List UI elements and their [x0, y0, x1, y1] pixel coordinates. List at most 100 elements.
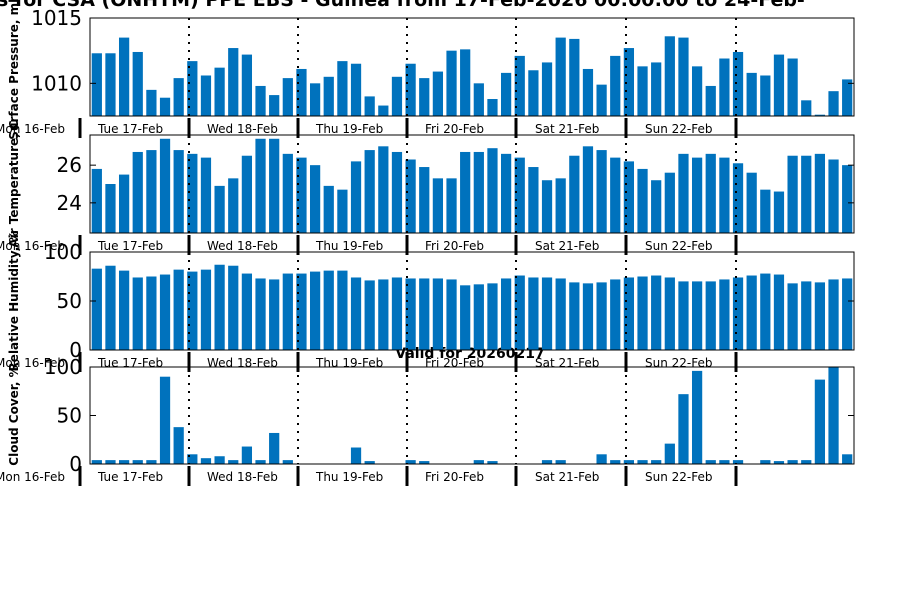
bar	[460, 151, 471, 233]
bar	[651, 180, 662, 233]
bar	[610, 157, 621, 233]
day-label: Fri 20-Feb	[425, 239, 484, 253]
bar	[691, 157, 703, 233]
bar	[432, 278, 444, 350]
day-label: Wed 18-Feb	[207, 356, 278, 370]
y-tick-label: 1010	[31, 71, 82, 95]
bar	[269, 138, 280, 233]
y-tick-label: 1015	[31, 6, 82, 30]
bar	[719, 58, 730, 116]
bar	[200, 458, 212, 464]
bar	[364, 150, 375, 233]
bar	[787, 283, 798, 350]
bar	[118, 37, 130, 116]
bar	[159, 376, 171, 464]
bar	[91, 168, 102, 233]
bar	[637, 168, 648, 233]
bar	[228, 265, 239, 350]
bar	[623, 161, 635, 233]
bar	[801, 281, 812, 350]
bar	[159, 274, 171, 350]
bar	[132, 151, 143, 233]
bar	[773, 54, 785, 116]
bar	[664, 36, 675, 116]
bar	[173, 269, 184, 350]
bar	[828, 91, 839, 116]
bar	[569, 38, 580, 116]
bar	[378, 279, 389, 350]
bar	[132, 277, 143, 350]
day-label: Sat 21-Feb	[535, 356, 599, 370]
bar	[323, 76, 334, 116]
day-label: Mon 16-Feb	[0, 239, 65, 253]
bar	[582, 146, 594, 233]
bar	[378, 105, 389, 116]
day-label: Wed 18-Feb	[207, 122, 278, 136]
bar	[801, 100, 812, 116]
bar	[664, 277, 675, 350]
bar	[378, 146, 389, 233]
bar	[678, 153, 689, 233]
bar	[760, 189, 771, 233]
bar	[173, 427, 184, 464]
bar	[309, 271, 321, 350]
bar	[541, 180, 553, 233]
bar	[828, 159, 839, 233]
bar	[596, 150, 607, 233]
bar	[241, 155, 253, 233]
bar	[118, 174, 130, 233]
bar	[528, 70, 539, 116]
bar	[828, 279, 839, 350]
axes-frame	[89, 134, 855, 234]
bar	[309, 165, 321, 233]
bar	[787, 460, 798, 464]
bar	[132, 51, 143, 116]
day-label: Tue 17-Feb	[97, 122, 163, 136]
bar	[760, 75, 771, 116]
day-label: Sun 22-Feb	[645, 239, 713, 253]
bar	[228, 460, 239, 464]
bar	[419, 78, 430, 116]
bar	[282, 460, 293, 464]
bar	[200, 269, 212, 350]
bar	[691, 370, 703, 464]
bar	[719, 157, 730, 233]
bar	[241, 446, 253, 464]
axes-frame	[89, 17, 855, 117]
day-label: Sat 21-Feb	[535, 470, 599, 484]
bar	[719, 460, 730, 464]
bar	[337, 270, 348, 350]
bar	[596, 282, 607, 350]
bar	[350, 447, 362, 464]
day-label: Mon 16-Feb	[0, 470, 65, 484]
bar	[487, 148, 498, 233]
bar	[419, 461, 430, 464]
y-axis-label: Air Temperature, C	[7, 120, 21, 248]
bar	[637, 66, 648, 116]
bar	[228, 48, 239, 116]
bar	[787, 58, 798, 116]
bar	[691, 281, 703, 350]
bar	[255, 460, 266, 464]
bar	[364, 461, 375, 464]
bar	[118, 460, 130, 464]
bar	[664, 172, 675, 233]
bar	[146, 460, 157, 464]
day-label: Tue 17-Feb	[97, 470, 163, 484]
bar	[255, 278, 266, 350]
bar	[391, 277, 403, 350]
bar	[296, 157, 307, 233]
bar	[678, 281, 689, 350]
bar	[446, 50, 457, 116]
bar	[705, 85, 716, 116]
bar	[132, 460, 143, 464]
bar	[296, 68, 307, 116]
y-tick-label: 24	[57, 191, 82, 215]
bar	[173, 150, 184, 233]
bar	[200, 157, 212, 233]
day-label: Sat 21-Feb	[535, 239, 599, 253]
day-label: Thu 19-Feb	[315, 239, 383, 253]
y-axis-label: Surface Pressure, mb	[7, 0, 21, 140]
bar	[773, 274, 785, 350]
bar	[105, 265, 116, 350]
